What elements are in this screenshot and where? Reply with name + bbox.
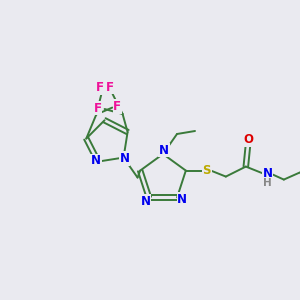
Text: S: S [202, 164, 211, 177]
Text: H: H [263, 178, 272, 188]
Text: F: F [96, 81, 104, 94]
Text: N: N [91, 154, 101, 167]
Text: N: N [120, 152, 130, 165]
Text: F: F [113, 100, 121, 113]
Text: N: N [159, 143, 169, 157]
Text: O: O [244, 133, 254, 146]
Text: N: N [177, 193, 187, 206]
Text: F: F [106, 80, 114, 94]
Text: N: N [263, 167, 273, 180]
Text: N: N [141, 195, 151, 208]
Text: F: F [94, 101, 102, 115]
